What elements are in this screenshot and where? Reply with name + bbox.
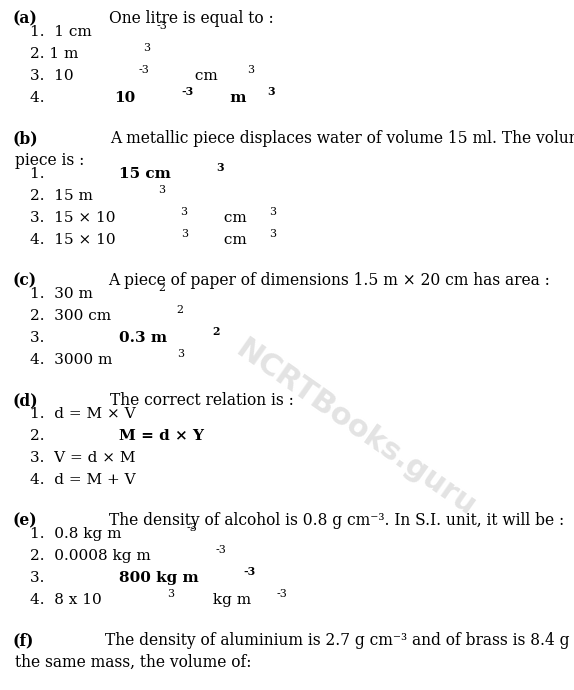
Text: the same mass, the volume of:: the same mass, the volume of:	[15, 654, 251, 671]
Text: M = d × Y: M = d × Y	[119, 429, 204, 443]
Text: (e): (e)	[12, 512, 37, 529]
Text: 3.  V = d × M: 3. V = d × M	[30, 451, 135, 465]
Text: -3: -3	[139, 66, 149, 75]
Text: 3.  15 × 10: 3. 15 × 10	[30, 211, 115, 225]
Text: 3: 3	[158, 186, 165, 195]
Text: 2: 2	[176, 306, 183, 315]
Text: 1.  d = M × V: 1. d = M × V	[30, 407, 135, 421]
Text: 1.: 1.	[30, 167, 55, 181]
Text: 4.  15 × 10: 4. 15 × 10	[30, 233, 115, 247]
Text: 1.  30 m: 1. 30 m	[30, 287, 93, 301]
Text: -3: -3	[157, 21, 168, 32]
Text: 800 kg m: 800 kg m	[119, 571, 199, 585]
Text: kg m: kg m	[208, 593, 251, 607]
Text: 4.  d = M + V: 4. d = M + V	[30, 473, 135, 487]
Text: 3: 3	[167, 589, 174, 600]
Text: 2.: 2.	[30, 429, 55, 443]
Text: The correct relation is :: The correct relation is :	[110, 392, 293, 409]
Text: A piece of paper of dimensions 1.5 m × 20 cm has area :: A piece of paper of dimensions 1.5 m × 2…	[108, 272, 550, 289]
Text: 3: 3	[177, 349, 184, 359]
Text: 3.: 3.	[30, 571, 54, 585]
Text: The density of alcohol is 0.8 g cm⁻³. In S.I. unit, it will be :: The density of alcohol is 0.8 g cm⁻³. In…	[108, 512, 564, 529]
Text: 10: 10	[114, 91, 135, 105]
Text: -3: -3	[216, 545, 227, 555]
Text: 2.  0.0008 kg m: 2. 0.0008 kg m	[30, 549, 151, 563]
Text: 3: 3	[247, 66, 254, 75]
Text: NCRTBooks.guru: NCRTBooks.guru	[231, 334, 481, 522]
Text: 3: 3	[269, 208, 276, 217]
Text: 3: 3	[181, 229, 188, 239]
Text: 2: 2	[212, 326, 220, 337]
Text: 1.  0.8 kg m: 1. 0.8 kg m	[30, 527, 122, 541]
Text: 2.  15 m: 2. 15 m	[30, 189, 93, 203]
Text: (b): (b)	[12, 130, 38, 147]
Text: 3.  10: 3. 10	[30, 69, 73, 83]
Text: 3: 3	[216, 162, 224, 173]
Text: piece is :: piece is :	[15, 152, 84, 169]
Text: (f): (f)	[12, 632, 33, 649]
Text: m: m	[225, 91, 246, 105]
Text: A metallic piece displaces water of volume 15 ml. The volume of: A metallic piece displaces water of volu…	[110, 130, 574, 147]
Text: The density of aluminium is 2.7 g cm⁻³ and of brass is 8.4 g cm⁻³. For: The density of aluminium is 2.7 g cm⁻³ a…	[106, 632, 574, 649]
Text: 1.  1 cm: 1. 1 cm	[30, 25, 92, 39]
Text: 4.  3000 m: 4. 3000 m	[30, 353, 113, 367]
Text: (a): (a)	[12, 10, 37, 27]
Text: 2.  300 cm: 2. 300 cm	[30, 309, 111, 323]
Text: -3: -3	[276, 589, 287, 600]
Text: (c): (c)	[12, 272, 36, 289]
Text: 3: 3	[269, 229, 276, 239]
Text: 3.: 3.	[30, 331, 54, 345]
Text: 3: 3	[144, 43, 150, 53]
Text: 15 cm: 15 cm	[119, 167, 171, 181]
Text: 2: 2	[158, 284, 165, 293]
Text: -3: -3	[244, 566, 256, 578]
Text: cm: cm	[219, 211, 246, 225]
Text: -3: -3	[181, 86, 194, 97]
Text: 4.  8 x 10: 4. 8 x 10	[30, 593, 102, 607]
Text: -3: -3	[187, 524, 197, 533]
Text: One litre is equal to :: One litre is equal to :	[109, 10, 274, 27]
Text: cm: cm	[219, 233, 247, 247]
Text: 0.3 m: 0.3 m	[119, 331, 167, 345]
Text: cm: cm	[190, 69, 218, 83]
Text: 2. 1 m: 2. 1 m	[30, 47, 79, 61]
Text: 3: 3	[180, 208, 188, 217]
Text: (d): (d)	[12, 392, 38, 409]
Text: 3: 3	[267, 86, 275, 97]
Text: 4.: 4.	[30, 91, 49, 105]
